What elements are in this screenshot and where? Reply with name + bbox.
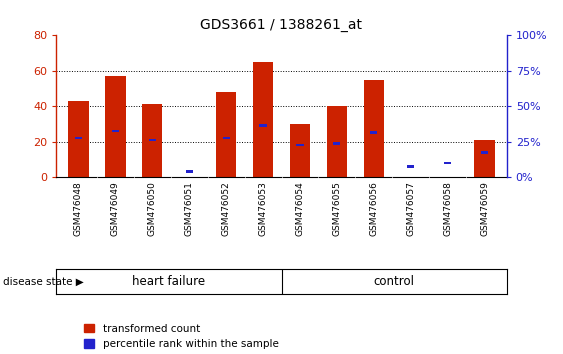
Bar <box>364 80 384 177</box>
Text: GSM476054: GSM476054 <box>296 182 305 236</box>
Bar <box>475 140 495 177</box>
Bar <box>260 124 267 127</box>
Bar <box>407 165 414 168</box>
Text: GSM476055: GSM476055 <box>332 182 341 236</box>
Bar <box>75 137 82 139</box>
Text: GSM476050: GSM476050 <box>148 182 157 236</box>
Bar <box>216 92 236 177</box>
Bar <box>149 138 156 141</box>
Bar <box>222 137 230 139</box>
Text: GSM476053: GSM476053 <box>258 182 267 236</box>
Bar <box>68 101 88 177</box>
Text: heart failure: heart failure <box>132 275 205 288</box>
Text: GSM476057: GSM476057 <box>406 182 415 236</box>
Title: GDS3661 / 1388261_at: GDS3661 / 1388261_at <box>200 18 363 32</box>
Bar <box>186 170 193 173</box>
Bar <box>444 161 451 164</box>
Text: GSM476052: GSM476052 <box>222 182 231 236</box>
Bar <box>481 151 488 154</box>
Bar <box>290 124 310 177</box>
Bar <box>296 144 303 147</box>
Bar <box>370 131 377 134</box>
Text: GSM476058: GSM476058 <box>443 182 452 236</box>
Text: disease state ▶: disease state ▶ <box>3 276 83 286</box>
Text: GSM476048: GSM476048 <box>74 182 83 236</box>
Text: GSM476059: GSM476059 <box>480 182 489 236</box>
Bar <box>333 142 341 145</box>
Text: GSM476056: GSM476056 <box>369 182 378 236</box>
Bar <box>142 104 163 177</box>
Text: control: control <box>374 275 414 288</box>
Legend: transformed count, percentile rank within the sample: transformed count, percentile rank withi… <box>84 324 279 349</box>
Bar <box>105 76 126 177</box>
Bar <box>253 62 273 177</box>
Bar <box>112 130 119 132</box>
Bar <box>327 106 347 177</box>
Text: GSM476049: GSM476049 <box>111 182 120 236</box>
Text: GSM476051: GSM476051 <box>185 182 194 236</box>
